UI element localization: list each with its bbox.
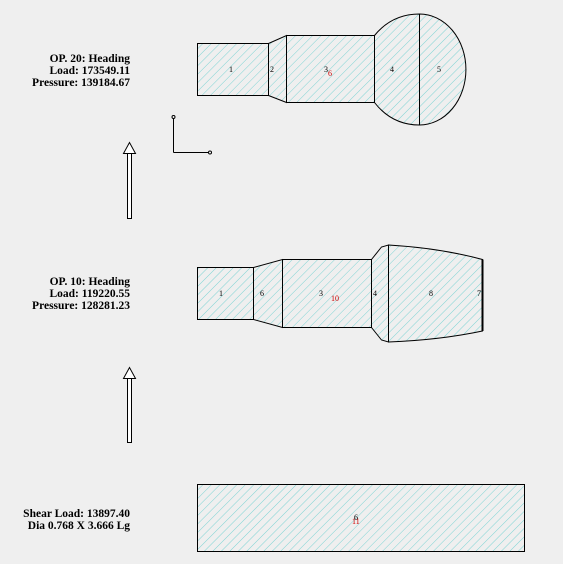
op20-segment-5	[419, 13, 467, 126]
op10-seg-label-1: 1	[219, 289, 223, 298]
shear-load: Shear Load: 13897.40	[23, 508, 130, 520]
op10-segment-3	[282, 259, 372, 328]
op10-segment-labels: 1 6 3 10 4 8 7	[219, 289, 481, 303]
op10-segment-1	[197, 267, 254, 320]
op20-load: Load: 173549.11	[49, 65, 130, 77]
op20-seg-label-5: 5	[437, 65, 441, 74]
op10-segment-6	[253, 258, 283, 329]
op10-marker: 10	[331, 294, 339, 303]
op20-segment-labels: 1 2 3 6 4 5	[229, 65, 441, 78]
blank-segment	[197, 484, 525, 552]
op10-label-block: OP. 10: Heading Load: 119220.55 Pressure…	[32, 276, 130, 312]
op10-seg-label-7: 7	[477, 289, 481, 298]
op20-segment-3	[286, 35, 375, 103]
blank-segment-labels: 6 11	[352, 513, 360, 526]
up-arrow-icon	[122, 141, 137, 219]
axis-triad-icon	[171, 115, 212, 155]
op20-label-block: OP. 20: Heading Load: 173549.11 Pressure…	[32, 53, 130, 89]
op10-load: Load: 119220.55	[49, 288, 130, 300]
op20-title: OP. 20: Heading	[49, 53, 130, 65]
op10-seg-label-8: 8	[429, 289, 433, 298]
op20-seg-label-4: 4	[390, 65, 394, 74]
blank-dimensions: Dia 0.768 X 3.666 Lg	[27, 520, 130, 532]
blank-seg-label: 6	[354, 513, 358, 522]
op10-seg-label-4: 4	[373, 289, 377, 298]
op20-seg-label-2: 2	[270, 65, 274, 74]
op20-pressure: Pressure: 139184.67	[32, 77, 130, 89]
op10-title: OP. 10: Heading	[49, 276, 130, 288]
op10-part	[197, 244, 484, 343]
op10-segment-8	[388, 244, 483, 343]
blank-marker: 11	[352, 517, 360, 526]
up-arrow-icon	[122, 366, 137, 443]
blank-label-block: Shear Load: 13897.40 Dia 0.768 X 3.666 L…	[23, 508, 130, 532]
blank-part	[197, 484, 525, 552]
op10-pressure: Pressure: 128281.23	[32, 300, 130, 312]
op20-part	[197, 13, 467, 126]
op20-marker: 6	[328, 69, 332, 78]
op20-seg-label-3: 3	[324, 65, 328, 74]
op10-seg-label-6: 6	[260, 289, 264, 298]
op20-segment-1	[197, 43, 269, 96]
op20-seg-label-1: 1	[229, 65, 233, 74]
op10-seg-label-3: 3	[319, 289, 323, 298]
op20-segment-4	[374, 13, 420, 126]
